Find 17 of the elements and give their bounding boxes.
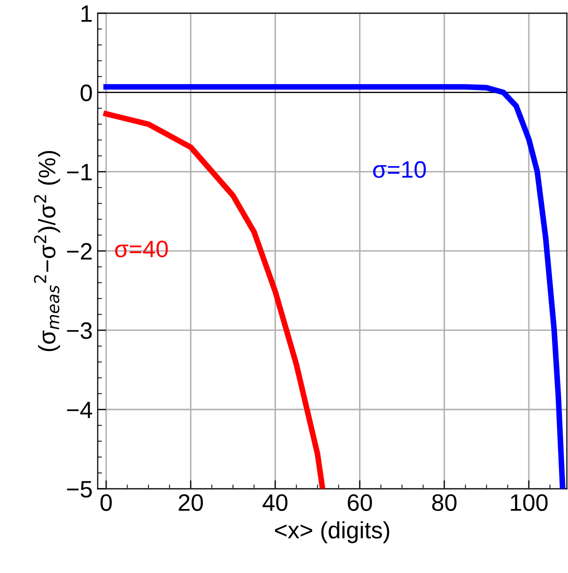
y-tick-label: −2: [67, 243, 92, 260]
x-tick-label: 20: [178, 494, 203, 511]
y-axis-title: (σ$_{meas}$$^{2}$−σ$^{2}$)/σ$^{2}$ (%): [34, 150, 60, 352]
y-tick-label: −4: [67, 402, 92, 418]
y-tick-label: −5: [67, 481, 92, 498]
x-tick-label: 60: [348, 494, 372, 511]
y-tick-label: −3: [67, 322, 92, 340]
y-tick-label: 1: [82, 5, 92, 22]
text: σ=40: [115, 240, 168, 258]
text: σ=10: [373, 161, 426, 178]
x-tick-label: 0: [100, 494, 112, 511]
x-tick-label: 80: [432, 494, 456, 511]
x-tick-label: 100: [510, 494, 548, 511]
y-tick-label: −1: [67, 164, 92, 180]
x-tick-label: 40: [262, 494, 288, 511]
x-axis-title: <x> (digits): [275, 521, 390, 544]
y-tick-label: 0: [80, 84, 92, 102]
